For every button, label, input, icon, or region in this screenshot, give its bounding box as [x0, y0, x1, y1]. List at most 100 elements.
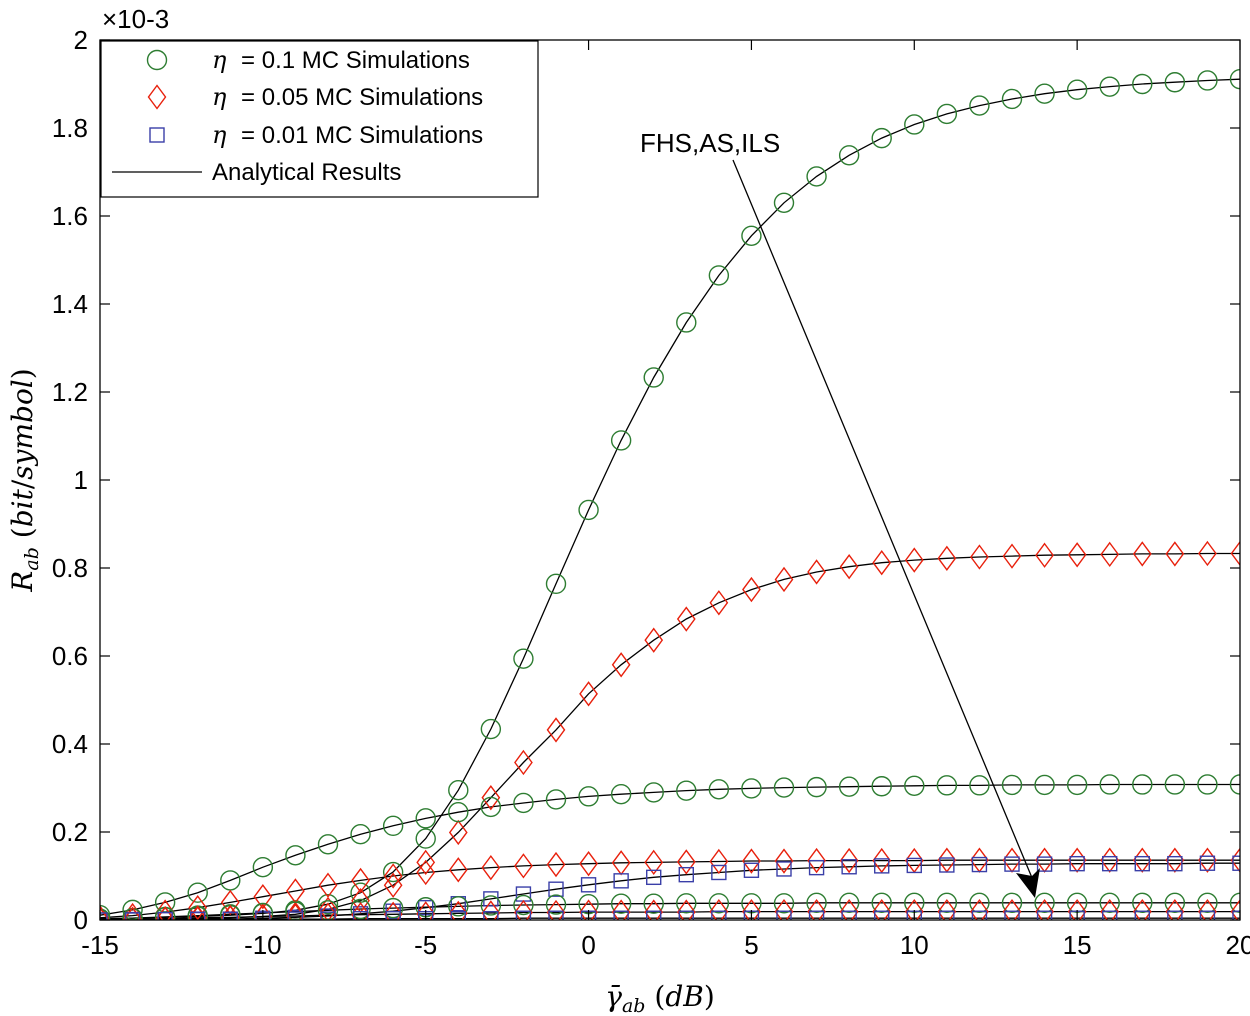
mc-point-square: [1102, 855, 1118, 872]
mc-point-circle: [415, 828, 436, 849]
mc-point-circle: [676, 312, 697, 333]
mc-point-square: [646, 910, 662, 920]
mc-point-square: [1004, 856, 1020, 872]
mc-point-circle: [285, 901, 306, 920]
mc-point-circle: [1132, 73, 1153, 95]
mc-point-diamond: [253, 884, 273, 910]
y-tick-label: 0.4: [52, 729, 88, 759]
mc-point-circle: [350, 898, 371, 920]
y-tick-label: 1.4: [52, 289, 88, 319]
mc-point-square: [1167, 910, 1183, 920]
mc-point-diamond: [611, 899, 631, 920]
mc-point-diamond: [1198, 898, 1217, 920]
mc-point-circle: [448, 802, 469, 823]
mc-point-diamond: [839, 847, 859, 874]
mc-point-square: [385, 910, 401, 920]
mc-point-circle: [480, 796, 502, 818]
mc-point-diamond: [318, 902, 338, 920]
mc-point-diamond: [1230, 898, 1240, 920]
mc-point-circle: [1099, 892, 1120, 914]
mc-point-diamond: [1230, 540, 1240, 567]
mc-point-diamond: [220, 904, 240, 920]
mc-point-circle: [969, 775, 990, 796]
mc-point-diamond: [188, 905, 208, 920]
mc-point-diamond: [416, 849, 436, 876]
x-tick-label: 15: [1063, 930, 1092, 960]
mc-point-circle: [100, 908, 111, 920]
mc-point-circle: [773, 893, 795, 914]
annotation-label: FHS,AS,ILS: [640, 128, 780, 158]
mc-point-diamond: [676, 606, 696, 632]
mc-point-diamond: [318, 896, 338, 920]
x-tick-label: 5: [744, 930, 758, 960]
mc-point-circle: [545, 573, 567, 595]
mc-point-square: [483, 910, 499, 920]
mc-point-square: [352, 910, 369, 920]
mc-point-circle: [1229, 68, 1240, 90]
mc-point-diamond: [1067, 542, 1087, 568]
mc-point-square: [1199, 855, 1216, 871]
mc-point-circle: [806, 892, 827, 914]
y-tick-label: 1.6: [52, 201, 88, 231]
mc-point-diamond: [514, 749, 533, 776]
mc-point-circle: [448, 896, 469, 917]
mc-point-square: [1036, 910, 1053, 920]
mc-point-diamond: [1100, 898, 1120, 920]
mc-point-circle: [1229, 892, 1240, 914]
y-scale-factor: ×10-3: [102, 4, 169, 34]
mc-point-square: [971, 856, 988, 873]
x-tick-label: 20: [1226, 930, 1250, 960]
mc-point-circle: [1164, 774, 1186, 795]
mc-point-diamond: [448, 900, 468, 920]
mc-point-diamond: [644, 627, 664, 653]
mc-point-diamond: [448, 857, 468, 883]
mc-point-diamond: [970, 544, 989, 570]
mc-point-diamond: [579, 851, 598, 877]
mc-point-circle: [904, 114, 925, 135]
mc-point-diamond: [742, 576, 761, 603]
ticks-layer: -15 -10 -5 0 5 10 15 20 0 0.2 0.4 0.6 0.8 1 1.2 1.4 1.6 1…: [52, 25, 1250, 960]
mc-point-circle: [1001, 774, 1023, 796]
mc-point-circle: [100, 904, 111, 920]
annotation-arrowhead: [1016, 868, 1040, 898]
mc-point-diamond: [774, 848, 794, 874]
analytical-curve-1: [100, 552, 1240, 920]
mc-point-diamond: [579, 681, 598, 707]
mc-point-square: [939, 857, 955, 873]
analytical-curve-3: [100, 859, 1240, 919]
mc-point-circle: [415, 808, 436, 829]
mc-point-diamond: [383, 901, 403, 920]
mc-point-diamond: [1132, 541, 1152, 567]
mc-point-square: [1069, 855, 1085, 872]
mc-point-circle: [187, 882, 208, 903]
legend-box: [100, 40, 539, 198]
mc-point-diamond: [481, 854, 501, 881]
mc-point-circle: [610, 430, 632, 451]
mc-point-diamond: [611, 652, 631, 678]
mc-point-diamond: [1035, 542, 1054, 568]
mc-point-circle: [1001, 892, 1023, 914]
mc-point-diamond: [742, 848, 761, 874]
mc-point-square: [1232, 910, 1240, 920]
mc-point-diamond: [807, 898, 826, 920]
mc-point-diamond: [351, 902, 370, 920]
mc-point-square: [874, 858, 890, 874]
mc-point-diamond: [937, 898, 957, 920]
mc-point-square: [515, 910, 532, 920]
x-tick-label: 10: [900, 930, 929, 960]
y-tick-label: 1: [74, 465, 88, 495]
mc-point-circle: [643, 782, 664, 803]
mc-point-circle: [1164, 892, 1186, 914]
mc-point-circle: [936, 103, 958, 125]
mc-point-square: [1199, 910, 1216, 920]
mc-point-square: [580, 877, 597, 893]
mc-point-diamond: [937, 545, 957, 571]
legend-marker-diamond: [147, 84, 167, 110]
mc-point-square: [613, 873, 629, 889]
mc-point-diamond: [514, 899, 533, 920]
mc-point-diamond: [644, 849, 664, 876]
mc-point-square: [548, 881, 564, 897]
mc-point-circle: [513, 894, 534, 916]
mc-point-square: [841, 910, 857, 920]
y-tick-label: 0.6: [52, 641, 88, 671]
